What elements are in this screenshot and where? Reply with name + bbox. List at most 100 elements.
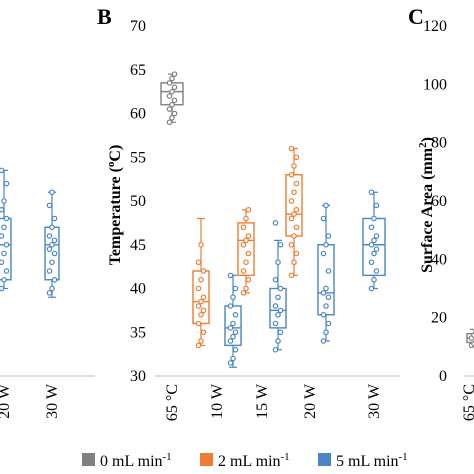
panel-b-box-0-point <box>169 88 175 95</box>
panel-b-box-7-point <box>373 202 380 209</box>
panel-b-x-ticks: 65 °C 10 W 15 W 20 W 30 W <box>164 383 383 421</box>
panel-b-box-7-point <box>368 285 375 292</box>
panel-b-box-4-point <box>277 329 284 336</box>
panel-b-box-6-point <box>323 202 329 209</box>
panel-b-box-5-point <box>293 206 300 213</box>
panel-b-box-0-point <box>169 115 175 121</box>
panel-b-box-3 <box>237 206 255 296</box>
panel-a-box-1-point <box>3 268 10 274</box>
panel-c-y-tick-label: 100 <box>423 76 447 93</box>
panel-a-box-1-point <box>1 224 7 231</box>
panel-b-x-tick-label: 65 °C <box>164 384 181 421</box>
panel-b-box-5-point <box>288 145 295 152</box>
panel-b-box-0-point <box>166 93 173 99</box>
panel-b-box-7-point <box>371 250 377 257</box>
panel-b-y-tick-label: 65 <box>130 62 146 79</box>
panel-b-box-3-point <box>245 233 252 239</box>
panel-b-box-4-point <box>277 285 284 292</box>
panel-a-box-0-point <box>46 202 53 209</box>
panel-b-box-3-point <box>243 215 249 222</box>
panel-c-boxes <box>466 328 474 349</box>
panel-a-box-1-point <box>0 167 5 174</box>
panel-a-box-1-point <box>3 215 10 222</box>
panel-b-box-0-point <box>171 110 178 117</box>
panel-b-box-1-point <box>200 268 207 274</box>
panel-b-box-5-point <box>293 154 300 161</box>
panel-b-box-2-point <box>232 329 239 336</box>
panel-b-box-0-point <box>166 106 173 112</box>
panel-b-box-3-point <box>240 268 247 274</box>
panel-b-box-7-point <box>371 237 377 244</box>
panel-b-y-tick-label: 55 <box>130 149 146 166</box>
panel-b-box-2-point <box>232 346 239 353</box>
panel-c-y-tick-label: 0 <box>439 368 447 385</box>
panel-a-x-tick-label: 30 W <box>44 383 61 419</box>
panel-b-box-2-point <box>227 360 234 366</box>
panel-b-box-5-point <box>288 198 295 204</box>
panel-b-box-7-point <box>368 259 375 266</box>
panel-a-box-1-point <box>1 276 7 283</box>
panel-b-box-3-point <box>245 206 252 213</box>
panel-b-box-7-point <box>371 215 377 222</box>
panel-b-box-7-point <box>373 233 380 239</box>
panel-b-box-2-point <box>230 294 236 301</box>
panel-b-box-6-point <box>320 311 327 318</box>
panel-b-x-tick-label: 15 W <box>254 383 271 419</box>
panel-b-box-2 <box>224 272 242 368</box>
panel-b-box-5-point <box>291 189 297 196</box>
legend-item-5-ml: 5 mL min-1 <box>318 451 408 470</box>
panel-b-box-3-point <box>240 241 247 248</box>
panel-b-y-ticks: 30 35 40 45 50 55 60 65 70 <box>130 18 146 385</box>
panel-a-box-0-point <box>46 290 53 296</box>
panel-b-box-3-point <box>240 224 247 231</box>
panel-b-box-1-point <box>195 342 202 349</box>
panel-b-box-3-point <box>245 276 252 283</box>
panel-a-box-1-point <box>1 250 7 257</box>
panel-b-box-2-point <box>230 320 236 327</box>
panel-a-box-1-point <box>0 285 5 292</box>
panel-b-box-3-box <box>237 222 255 277</box>
panel-b-box-2-point <box>232 311 239 318</box>
panel-b-box-6-point <box>320 338 327 344</box>
panel-c-y-tick-label: 60 <box>431 193 447 210</box>
panel-b-box-0-point <box>171 97 178 104</box>
panel-b-y-tick-label: 40 <box>130 281 146 298</box>
legend-swatch-5-ml <box>318 453 331 466</box>
panel-b-box-0-point <box>169 75 175 82</box>
panel-b-box-4-box <box>269 287 287 329</box>
panel-c-y-tick-label: 20 <box>431 310 447 327</box>
panel-b-box-1-point <box>198 241 204 248</box>
panel-b-box-6-point <box>325 233 332 239</box>
panel-b-box-1 <box>192 217 210 349</box>
panel-b-y-tick-label: 50 <box>130 193 146 210</box>
panel-a-box-1-point <box>0 206 5 213</box>
panel-b-box-1-point <box>198 276 204 283</box>
panel-b-box-5-point <box>291 259 297 266</box>
panel-a-box-1 <box>0 167 12 292</box>
panel-a-box-0-point <box>49 241 55 248</box>
panel-b-box-6-point <box>323 303 329 309</box>
panel-a-x-tick-label-partial: 20 W <box>0 383 13 419</box>
panel-b-box-4-point <box>275 294 281 301</box>
panel-b-box-2-point <box>227 325 234 331</box>
panel-b-box-3-point <box>240 290 247 296</box>
panel-b-box-2-point <box>227 303 234 309</box>
panel-a-box-0-point <box>51 215 58 222</box>
panel-c-y-ticks: 0 20 40 60 80 100 120 <box>423 18 447 385</box>
panel-b-box-2-point <box>232 285 239 292</box>
panel-b-box-7-point <box>373 268 380 274</box>
legend-swatch-0-ml <box>82 453 95 466</box>
panel-b-box-0 <box>160 71 184 126</box>
panel-c-letter: C <box>408 4 424 29</box>
panel-a-box-0-point <box>49 189 55 196</box>
panel-a-box-0 <box>44 189 60 298</box>
panel-b-x-tick-label: 30 W <box>366 383 383 419</box>
legend-item-2-ml: 2 mL min-1 <box>200 451 290 470</box>
panel-b-box-1-point <box>195 285 202 292</box>
panel-b-y-tick-label: 70 <box>130 18 146 35</box>
panel-b-box-1-point <box>195 320 202 327</box>
panel-a-box-0-point <box>46 233 53 239</box>
panel-a-box-0-point <box>51 276 58 283</box>
panel-a-box-1-point <box>0 259 5 266</box>
panel-a-boxes <box>0 167 60 298</box>
